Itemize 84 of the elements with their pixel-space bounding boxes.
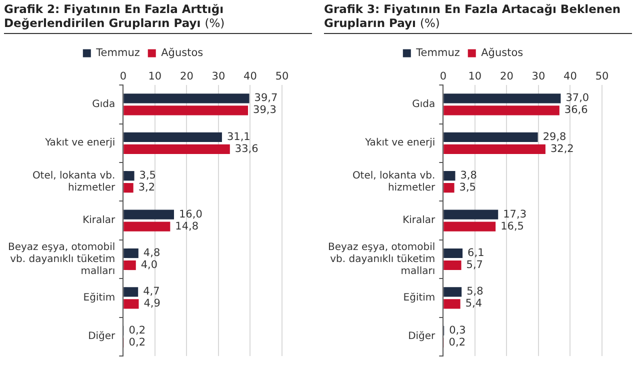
y-tick-label: Otel, lokanta vb. hizmetler — [352, 170, 436, 194]
data-label: 4,0 — [140, 258, 158, 271]
y-tick-label: Kiralar — [82, 215, 116, 226]
data-label: 5,7 — [466, 258, 483, 271]
bar — [124, 287, 138, 297]
data-label: 0,2 — [448, 336, 466, 348]
x-tick-label: 40 — [244, 70, 257, 83]
data-label: 39,7 — [254, 92, 278, 104]
bar — [444, 299, 460, 309]
y-tick-label: Otel, lokanta vb. hizmetler — [32, 170, 116, 194]
data-label: 0,2 — [128, 336, 146, 348]
data-label: 3,2 — [138, 182, 156, 194]
bar — [444, 287, 462, 297]
data-label: 31,1 — [226, 130, 250, 143]
data-label: 5,4 — [465, 298, 482, 310]
data-label: 32,2 — [550, 142, 574, 155]
data-label: 3,5 — [459, 182, 476, 194]
data-label: 16,5 — [500, 220, 524, 232]
bar — [124, 144, 230, 154]
bar — [444, 171, 456, 181]
data-label: 29,8 — [542, 130, 566, 143]
bar — [124, 132, 222, 142]
y-tick-label: Eğitim — [83, 292, 116, 304]
legend-label: Ağustos — [161, 46, 204, 59]
x-tick-label: 40 — [564, 70, 577, 83]
x-tick-label: 50 — [595, 70, 609, 83]
data-label: 4,9 — [144, 298, 160, 310]
data-label: 3,8 — [460, 170, 477, 182]
y-tick-label: Beyaz eşya, otomobil vb. dayanıklı tüketim malları — [8, 242, 116, 277]
x-tick-label: 0 — [120, 70, 127, 83]
data-label: 3,5 — [139, 170, 156, 182]
bar — [124, 94, 250, 104]
y-tick-label: Kiralar — [402, 215, 436, 226]
data-label: 17,3 — [503, 208, 527, 220]
bar — [124, 106, 248, 116]
y-tick-label: Yakıt ve enerji — [364, 138, 436, 149]
bar — [124, 260, 136, 270]
x-tick-label: 10 — [148, 70, 162, 83]
y-tick-label: Yakıt ve enerji — [44, 138, 116, 149]
x-tick-label: 20 — [500, 70, 514, 83]
bar — [124, 210, 174, 220]
x-tick-label: 0 — [440, 70, 447, 83]
y-tick-label: Gıda — [92, 99, 116, 110]
bar — [124, 183, 134, 193]
data-label: 36,6 — [564, 104, 588, 116]
legend-label: Ağustos — [481, 46, 524, 59]
y-tick-label: Beyaz eşya, otomobil vb. dayanıklı tüketim malları — [328, 242, 436, 277]
data-label: 0,3 — [449, 324, 466, 336]
bar — [444, 222, 496, 232]
bar — [444, 183, 454, 193]
bar — [444, 106, 560, 116]
x-tick-label: 30 — [532, 70, 546, 83]
y-tick-label: Diğer — [88, 331, 116, 342]
chart-subtitle: (%) — [420, 16, 440, 30]
bar — [124, 222, 170, 232]
bar — [444, 144, 546, 154]
bar — [444, 260, 462, 270]
x-tick-label: 10 — [468, 70, 482, 83]
data-label: 6,1 — [468, 246, 484, 259]
y-tick-label: Diğer — [408, 331, 436, 342]
y-tick-label: Eğitim — [403, 292, 436, 304]
chart-subtitle: (%) — [204, 16, 225, 30]
legend-label: Temmuz — [415, 46, 460, 59]
data-label: 33,6 — [234, 142, 259, 155]
bar — [124, 248, 138, 258]
data-label: 5,8 — [466, 286, 484, 298]
data-label: 4,8 — [143, 246, 160, 259]
bar — [444, 132, 538, 142]
x-tick-label: 50 — [275, 70, 289, 83]
data-label: 14,8 — [175, 220, 199, 232]
bar — [124, 299, 139, 309]
x-tick-label: 20 — [180, 70, 194, 83]
y-tick-label: Gıda — [412, 99, 436, 110]
data-label: 16,0 — [179, 208, 202, 220]
data-label: 0,2 — [128, 324, 146, 336]
bar — [444, 94, 561, 104]
data-label: 4,7 — [143, 286, 160, 298]
data-label: 39,3 — [253, 104, 276, 116]
legend-label: Temmuz — [95, 46, 140, 59]
bar — [444, 210, 498, 220]
x-tick-label: 30 — [212, 70, 226, 83]
bar — [124, 171, 134, 181]
data-label: 37,0 — [566, 92, 590, 104]
bar — [444, 248, 463, 258]
